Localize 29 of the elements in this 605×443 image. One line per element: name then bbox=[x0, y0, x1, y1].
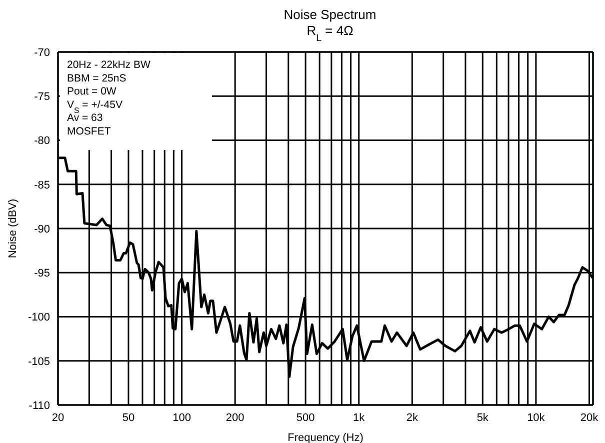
y-tick-label: -100 bbox=[28, 312, 50, 324]
chart-title: Noise Spectrum bbox=[284, 7, 376, 22]
y-tick-label: -90 bbox=[34, 223, 50, 236]
y-tick-label: -85 bbox=[34, 179, 50, 192]
x-tick-label: 20k bbox=[580, 412, 599, 424]
annotation: 20Hz - 22kHz BW bbox=[67, 59, 151, 71]
x-tick-label: 500 bbox=[296, 412, 315, 424]
annotation: Av = 63 bbox=[67, 112, 103, 124]
x-tick-label: 20 bbox=[52, 412, 64, 424]
y-tick-label: -80 bbox=[34, 135, 50, 148]
annotation: Pout = 0W bbox=[67, 86, 116, 98]
y-tick-label: -75 bbox=[34, 91, 50, 104]
annotation: V$_{S}$ = +/-45V bbox=[67, 98, 122, 114]
y-tick-label: -105 bbox=[28, 356, 50, 368]
y-tick-label: -110 bbox=[28, 400, 50, 412]
y-axis-title: Noise (dBV) bbox=[6, 198, 19, 258]
annotation: BBM = 25nS bbox=[67, 72, 126, 84]
y-tick-label: -70 bbox=[34, 46, 50, 59]
x-tick-label: 10k bbox=[527, 412, 546, 424]
x-tick-label: 50 bbox=[122, 412, 135, 424]
y-tick-label: -95 bbox=[34, 268, 50, 280]
chart-subtitle: R$_{L}$ = 4Ω bbox=[306, 23, 354, 44]
x-tick-label: 100 bbox=[172, 412, 191, 424]
x-tick-label: 1k bbox=[353, 412, 366, 424]
x-tick-label: 5k bbox=[476, 412, 489, 424]
x-tick-label: 200 bbox=[226, 412, 244, 424]
x-axis-title: Frequency (Hz) bbox=[288, 432, 364, 443]
annotation: MOSFET bbox=[67, 126, 112, 138]
x-tick-label: 2k bbox=[406, 412, 418, 424]
